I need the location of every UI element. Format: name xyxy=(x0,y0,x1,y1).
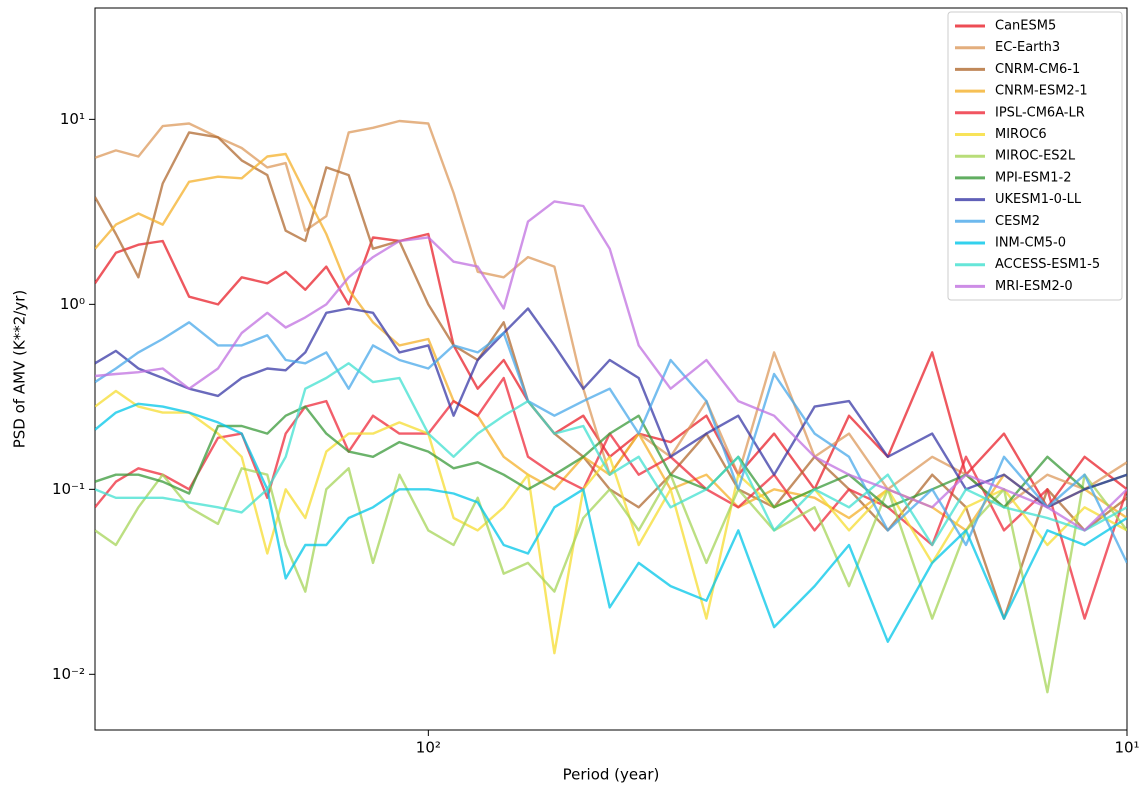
y-tick-label: 10⁰ xyxy=(60,295,85,313)
x-axis-label: Period (year) xyxy=(563,766,660,784)
legend: CanESM5 EC-Earth3 CNRM-CM6-1 CNRM-ESM2-1 IPS… xyxy=(947,11,1123,301)
legend-label: CanESM5 xyxy=(995,19,1056,34)
series-line xyxy=(95,389,1127,655)
series-line xyxy=(95,307,1127,509)
x-tick-label: 10² xyxy=(416,739,441,757)
series-line xyxy=(95,131,1127,620)
lines xyxy=(95,119,1127,694)
legend-label: ACCESS-ESM1-5 xyxy=(995,257,1100,272)
y-tick-label: 10¹ xyxy=(60,110,85,128)
y-tick-label: 10⁻¹ xyxy=(52,480,85,498)
legend-label: EC-Earth3 xyxy=(995,40,1060,55)
legend-label: CESM2 xyxy=(995,214,1040,229)
y-axis-label: PSD of AMV (K**2/yr) xyxy=(11,290,29,449)
legend-label: INM-CM5-0 xyxy=(995,236,1066,251)
legend-label: MPI-ESM1-2 xyxy=(995,170,1072,185)
x-tick-label: 10¹ xyxy=(1114,739,1139,757)
series-line xyxy=(95,405,1127,509)
legend-box xyxy=(947,11,1123,301)
series-line xyxy=(95,402,1127,643)
series-line xyxy=(95,200,1127,532)
legend-label: IPSL-CM6A-LR xyxy=(995,105,1085,120)
series-line xyxy=(95,467,1127,694)
series-line xyxy=(95,362,1127,547)
legend-label: UKESM1-0-LL xyxy=(995,192,1082,207)
legend-label: MRI-ESM2-0 xyxy=(995,279,1073,294)
legend-label: MIROC-ES2L xyxy=(995,149,1076,164)
legend-label: CNRM-ESM2-1 xyxy=(995,84,1088,99)
legend-label: CNRM-CM6-1 xyxy=(995,62,1080,77)
series-line xyxy=(95,321,1127,564)
y-tick-label: 10⁻² xyxy=(52,665,85,683)
series-line xyxy=(95,232,1127,509)
legend-label: MIROC6 xyxy=(995,127,1047,142)
